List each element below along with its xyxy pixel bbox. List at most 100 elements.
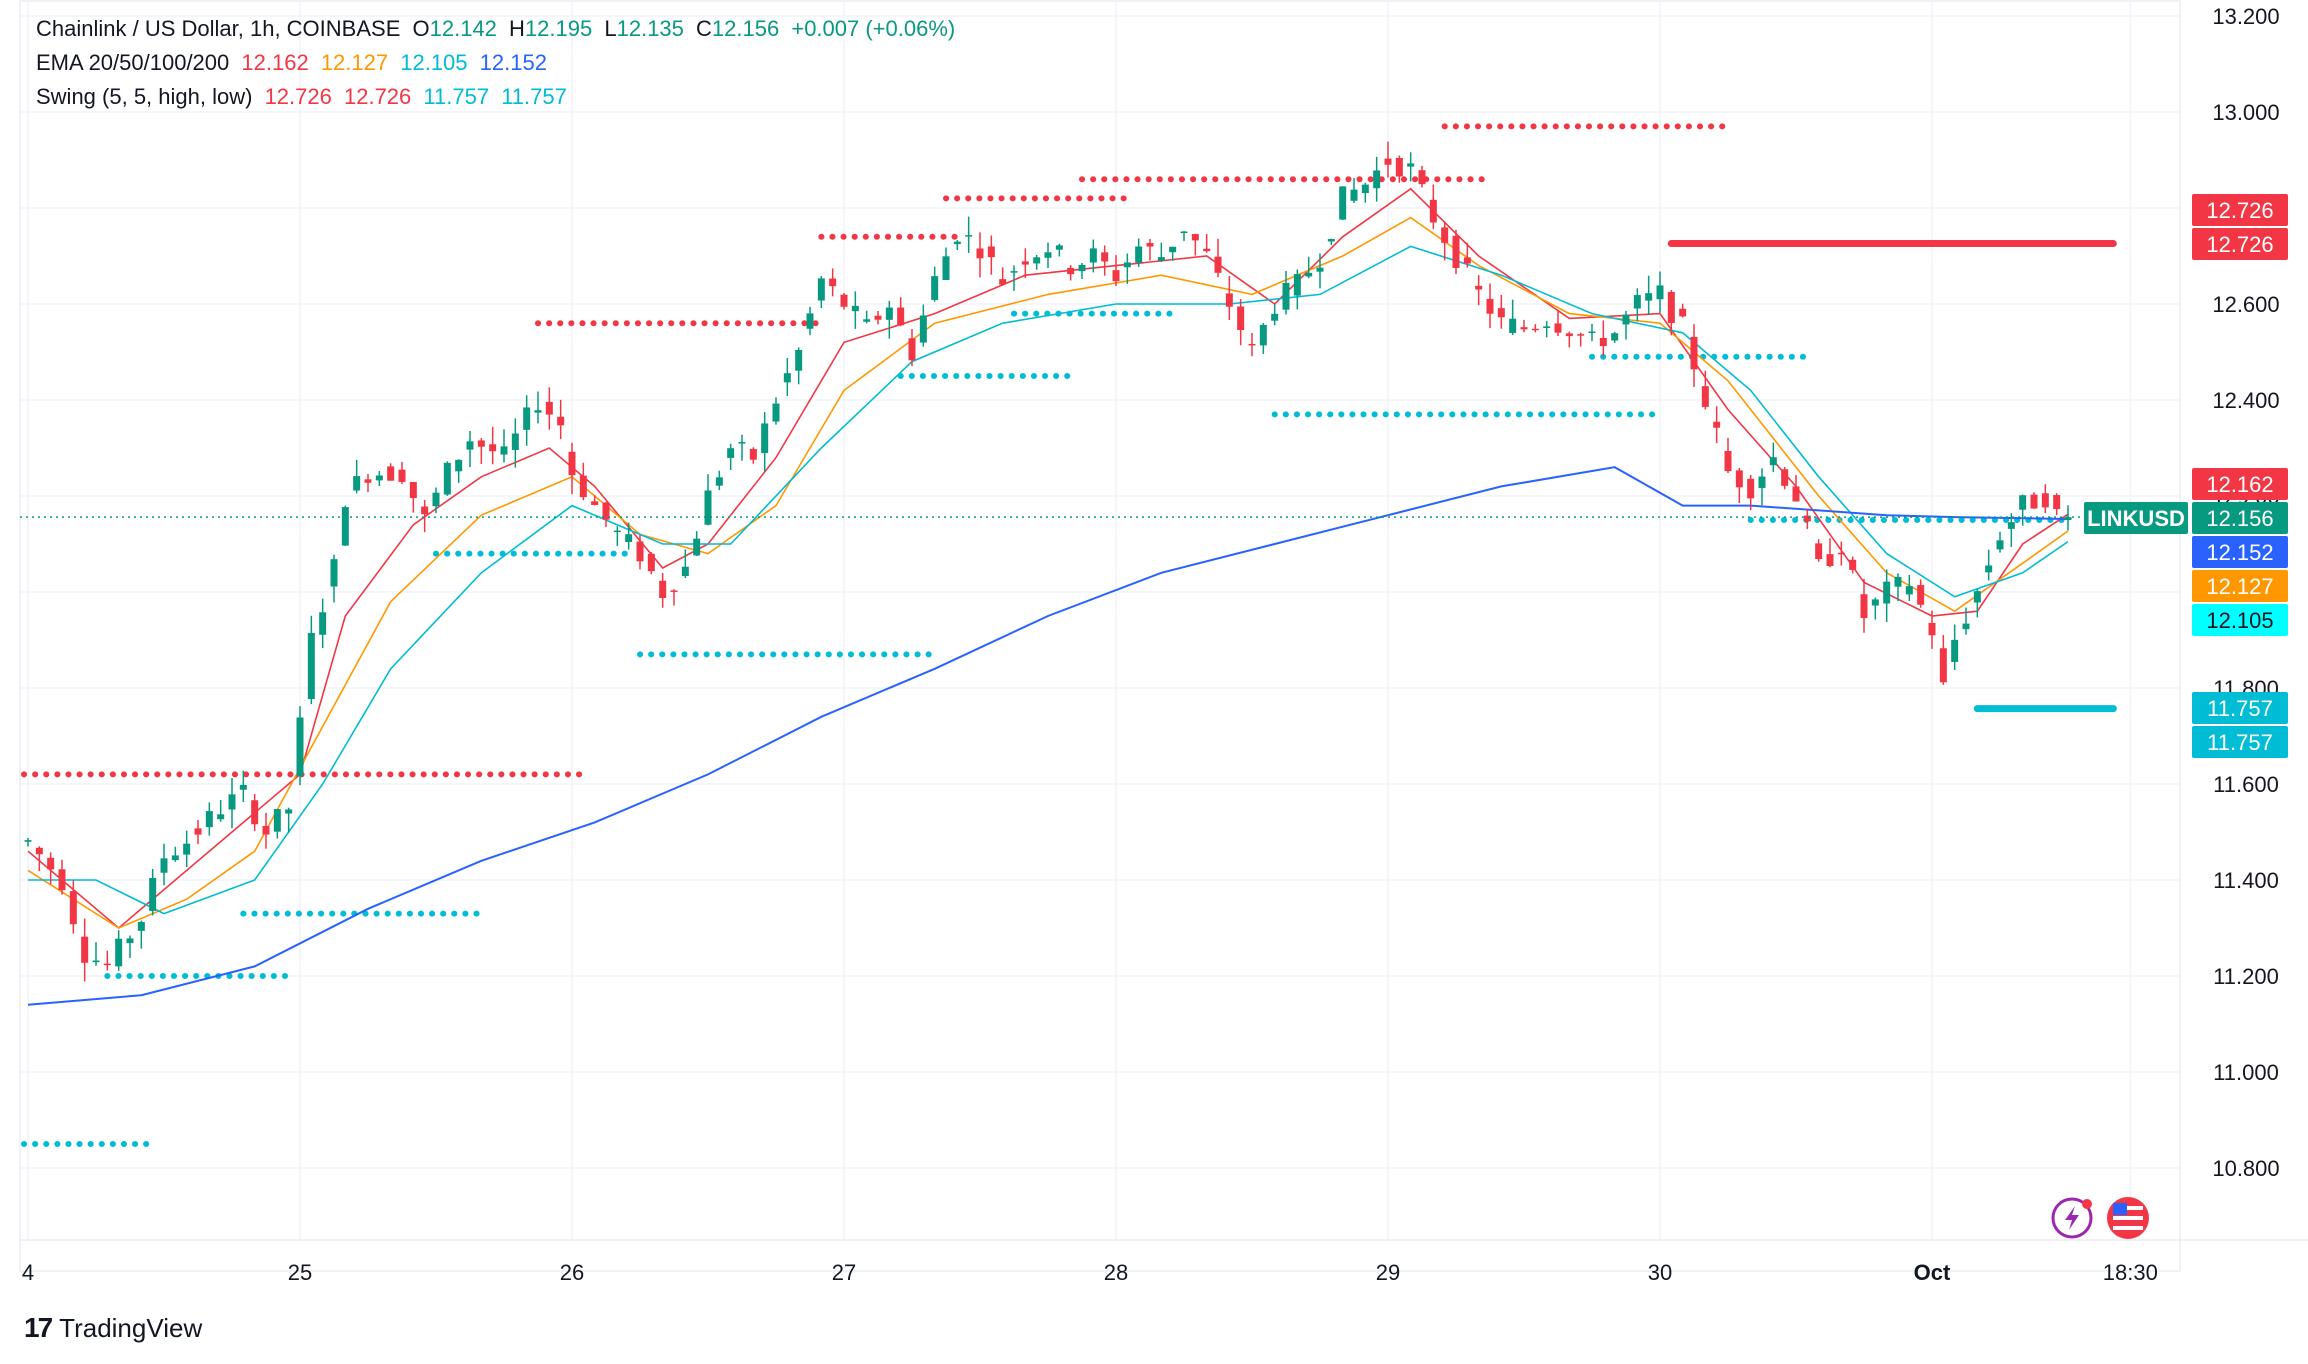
candle-down xyxy=(1021,261,1029,265)
candle-up xyxy=(953,241,961,245)
candle-down xyxy=(1792,486,1800,502)
candle-down xyxy=(1248,343,1256,346)
swing-lines xyxy=(21,123,2071,1147)
symbol-legend[interactable]: Chainlink / US Dollar, 1h, COINBASE O12.… xyxy=(36,16,961,42)
candle-down xyxy=(1577,334,1585,336)
candle-down xyxy=(489,444,497,452)
candle-down xyxy=(829,278,837,287)
swing-value-4: 11.757 xyxy=(501,84,567,109)
candle-up xyxy=(625,534,633,542)
candle-down xyxy=(1701,386,1709,407)
candle-down xyxy=(1384,158,1392,165)
candle-up xyxy=(341,507,349,546)
y-tick-label: 13.000 xyxy=(2212,100,2279,125)
candle-up xyxy=(1985,565,1993,573)
candle-down xyxy=(1735,470,1743,488)
candle-up xyxy=(772,403,780,422)
candle-down xyxy=(1497,308,1505,318)
candle-up xyxy=(443,462,451,495)
candle-up xyxy=(1962,623,1970,630)
candle-down xyxy=(1146,242,1154,247)
candle-down xyxy=(1067,267,1075,275)
candle-down xyxy=(840,294,848,307)
open-label: O xyxy=(412,16,430,41)
time-axis[interactable]: 4 25 26 27 28 29 30 Oct 18:30 xyxy=(22,1260,2158,1285)
candle-down xyxy=(579,475,587,498)
ema100-value: 12.105 xyxy=(400,50,468,75)
tradingview-brand[interactable]: 17 TradingView xyxy=(24,1312,202,1344)
price-tag-bg xyxy=(2192,194,2288,226)
candle-up xyxy=(1259,324,1267,346)
swing-legend[interactable]: Swing (5, 5, high, low) 12.726 12.726 11… xyxy=(36,84,573,110)
candle-down xyxy=(2030,494,2038,509)
candle-up xyxy=(24,840,32,842)
price-tag-value: 12.162 xyxy=(2206,472,2273,497)
candle-up xyxy=(727,448,735,458)
x-tick-label: 25 xyxy=(288,1260,312,1285)
candle-up xyxy=(1633,295,1641,309)
candle-up xyxy=(704,490,712,525)
candle-up xyxy=(806,313,814,329)
close-value: 12.156 xyxy=(711,16,780,41)
candle-down xyxy=(1667,291,1675,324)
candle-down xyxy=(1486,298,1494,314)
candle-up xyxy=(715,477,723,486)
x-tick-label: Oct xyxy=(1914,1260,1951,1285)
candle-down xyxy=(1554,323,1562,333)
candle-up xyxy=(1769,457,1777,466)
price-tag: 12.162 xyxy=(2192,468,2288,500)
candle-down xyxy=(58,869,66,891)
y-tick-label: 13.200 xyxy=(2212,4,2279,29)
candle-down xyxy=(1441,227,1449,243)
candle-down xyxy=(1214,256,1222,273)
candle-up xyxy=(296,717,304,777)
candle-up xyxy=(1883,581,1891,604)
candle-up xyxy=(1180,231,1188,234)
candle-up xyxy=(1871,599,1879,606)
price-tag-bg xyxy=(2192,604,2288,636)
plot-frame xyxy=(19,0,2181,1272)
brand-name: TradingView xyxy=(59,1312,203,1343)
candle-up xyxy=(500,446,508,455)
candle-up xyxy=(1033,257,1041,264)
lightning-icon[interactable] xyxy=(2051,1197,2093,1239)
active-swing-lines xyxy=(1667,240,2117,713)
candle-down xyxy=(194,828,202,835)
candle-up xyxy=(375,475,383,481)
candle-down xyxy=(103,963,111,966)
candle-down xyxy=(398,469,406,482)
candle-up xyxy=(942,256,950,280)
price-tag-bg xyxy=(2192,468,2288,500)
candle-down xyxy=(1826,554,1834,567)
candle-up xyxy=(319,612,327,635)
candle-down xyxy=(1917,585,1925,605)
candle-up xyxy=(1509,318,1517,333)
low-label: L xyxy=(604,16,617,41)
open-value: 12.142 xyxy=(429,16,497,41)
candle-up xyxy=(1758,476,1766,488)
price-tag-bg xyxy=(2192,570,2288,602)
ema-legend[interactable]: EMA 20/50/100/200 12.162 12.127 12.105 1… xyxy=(36,50,553,76)
ema-label: EMA 20/50/100/200 xyxy=(36,50,230,75)
candle-down xyxy=(1747,478,1755,499)
candle-up xyxy=(353,476,361,491)
candle-up xyxy=(1407,163,1415,167)
candle-up xyxy=(228,794,236,810)
ema200-value: 12.152 xyxy=(479,50,547,75)
candle-up xyxy=(1622,314,1630,325)
price-tag: 12.726 xyxy=(2192,228,2288,260)
candle-up xyxy=(1089,248,1097,263)
candle-down xyxy=(1803,515,1811,522)
candle-down xyxy=(557,416,565,426)
candle-down xyxy=(1713,421,1721,428)
candle-up xyxy=(693,538,701,556)
low-value: 12.135 xyxy=(616,16,684,41)
candle-up xyxy=(1282,282,1290,310)
candle-up xyxy=(1339,186,1347,220)
us-flag-icon[interactable] xyxy=(2107,1197,2149,1239)
candle-up xyxy=(2064,517,2072,521)
candle-down xyxy=(1101,252,1109,262)
candle-down xyxy=(1849,559,1857,570)
candle-up xyxy=(1951,639,1959,662)
